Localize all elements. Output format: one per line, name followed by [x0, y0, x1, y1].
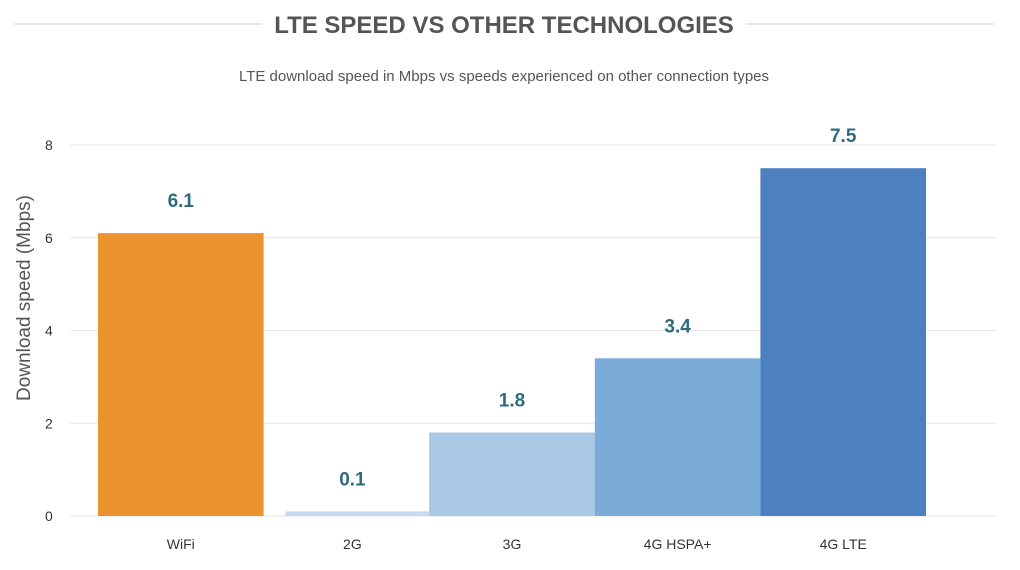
value-label-4g-hspa-: 3.4 [664, 316, 691, 337]
value-labels: 6.1 0.1 1.8 3.4 7.5 [168, 126, 857, 490]
bar-3g [429, 432, 595, 516]
y-tick-label-6: 6 [45, 230, 53, 246]
category-label-4g-hspa-: 4G HSPA+ [644, 536, 712, 552]
x-axis-categories: WiFi 2G 3G 4G HSPA+ 4G LTE [167, 536, 867, 552]
chart-title: LTE SPEED VS OTHER TECHNOLOGIES [274, 12, 734, 39]
value-label-4g-lte: 7.5 [830, 126, 857, 147]
category-label-wifi: WiFi [167, 536, 195, 552]
y-tick-label-8: 8 [45, 137, 53, 153]
bar-4g-hspa- [594, 358, 761, 516]
y-tick-label-0: 0 [45, 508, 53, 524]
value-label-3g: 1.8 [499, 391, 525, 412]
y-axis-ticks: 0 2 4 6 8 [45, 137, 53, 524]
bars [98, 168, 926, 517]
chart-subtitle: LTE download speed in Mbps vs speeds exp… [239, 68, 769, 85]
category-label-3g: 3G [503, 536, 522, 552]
category-label-2g: 2G [343, 536, 362, 552]
y-tick-label-2: 2 [45, 415, 53, 431]
y-tick-label-4: 4 [45, 323, 53, 339]
category-label-4g-lte: 4G LTE [820, 536, 867, 552]
bar-wifi [98, 233, 264, 517]
value-label-wifi: 6.1 [168, 191, 195, 212]
value-label-2g: 0.1 [339, 469, 366, 490]
y-axis-label: Download speed (Mbps) [14, 195, 35, 401]
bar-2g [285, 511, 430, 516]
bar-4g-lte [760, 168, 926, 516]
